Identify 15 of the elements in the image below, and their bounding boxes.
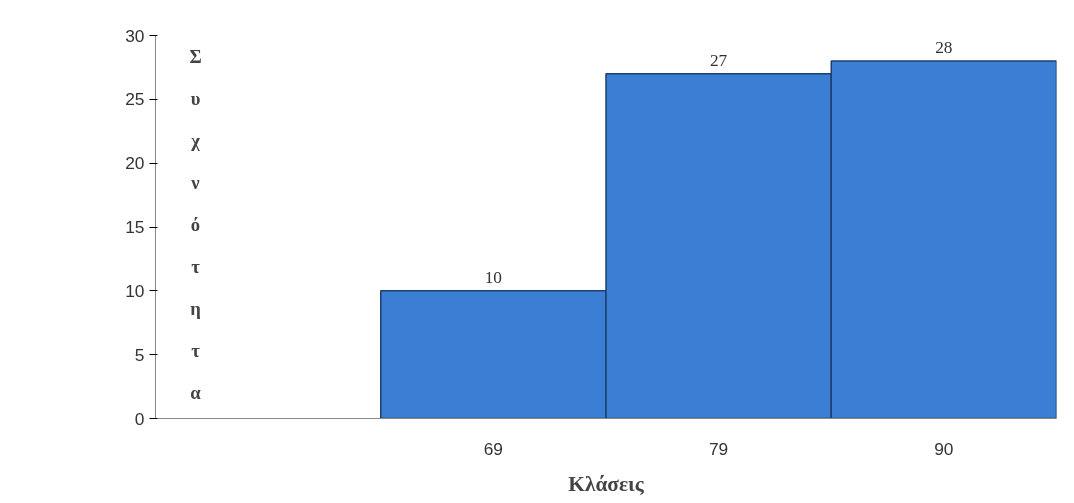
data-label: 10 [484, 267, 503, 287]
y-tick-label: 30 [125, 25, 145, 46]
x-tick-label: 90 [934, 438, 954, 459]
x-axis-title: Κλάσεις [568, 471, 645, 496]
y-tick-label: 20 [125, 153, 145, 174]
text: Συχνότητα [189, 46, 202, 403]
data-label: 27 [709, 50, 728, 70]
y-tick-label: 0 [134, 408, 145, 429]
y-tick-label: 15 [125, 217, 145, 237]
y-tick-label: 10 [125, 280, 145, 301]
y-tick-label: 5 [134, 344, 145, 365]
y-tick-label: 25 [125, 89, 145, 110]
data-label: 28 [935, 38, 953, 58]
x-tick-label: 79 [708, 438, 729, 459]
x-tick-label: 69 [483, 438, 504, 459]
